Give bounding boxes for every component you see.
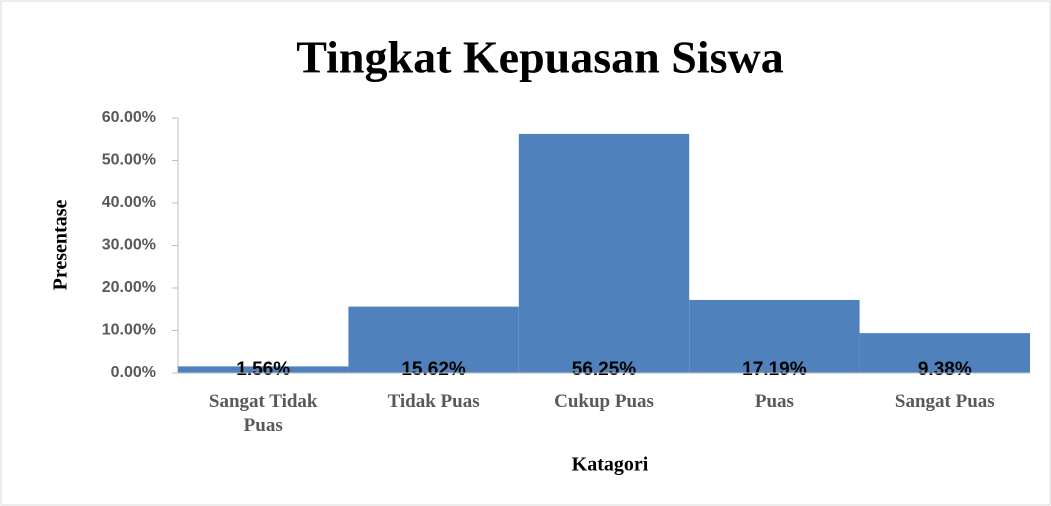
data-label: 56.25%: [572, 359, 637, 380]
chart-title: Tingkat Kepuasan Siswa: [296, 32, 783, 83]
bar: [178, 366, 349, 373]
data-label: 1.56%: [236, 359, 290, 380]
y-tick-label: 10.00%: [102, 322, 156, 339]
x-tick-label: Tidak Puas: [387, 391, 480, 412]
data-label: 17.19%: [742, 359, 807, 380]
bar: [859, 333, 1030, 373]
y-tick-label: 50.00%: [102, 152, 156, 169]
y-axis-title: Presentase: [50, 200, 72, 291]
data-label: 15.62%: [401, 359, 466, 380]
data-label: 9.38%: [918, 359, 972, 380]
bar: [689, 299, 860, 373]
y-tick-label: 40.00%: [102, 194, 156, 211]
x-tick-label: Sangat Puas: [894, 391, 995, 412]
y-tick-label: 20.00%: [102, 279, 156, 296]
bar: [518, 133, 690, 373]
y-tick-label: 30.00%: [102, 237, 156, 254]
y-tick-label: 0.00%: [111, 364, 156, 381]
bar: [348, 306, 519, 373]
x-tick-label: Sangat Tidak Puas: [208, 391, 318, 436]
x-tick-label: Cukup Puas: [554, 391, 654, 412]
y-tick-label: 60.00%: [102, 109, 156, 126]
x-axis-title: Katagori: [572, 454, 649, 476]
x-tick-label: Puas: [754, 391, 794, 412]
